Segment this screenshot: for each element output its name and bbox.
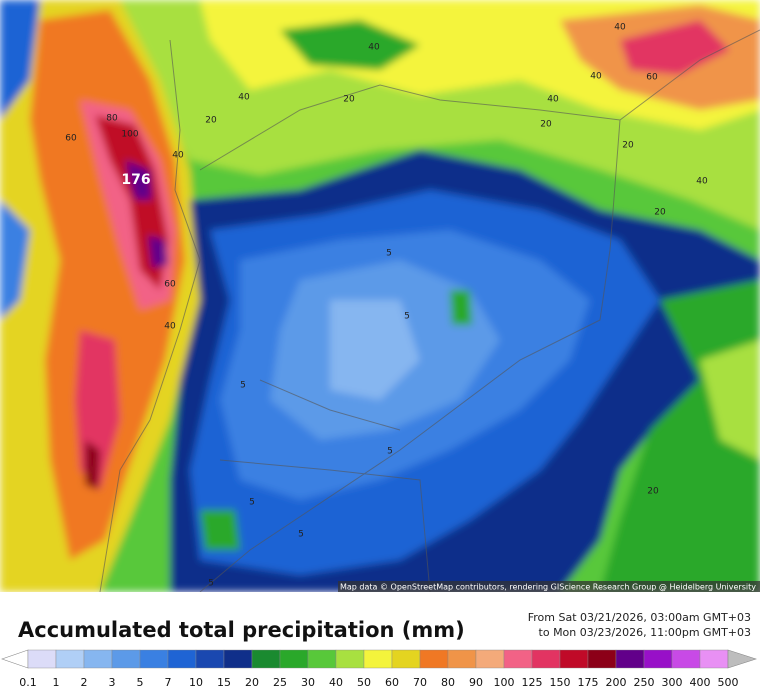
legend-label: 7	[165, 676, 172, 689]
legend-swatch	[503, 649, 533, 669]
title: Accumulated total precipitation (mm)	[18, 618, 465, 642]
contour-label: 20	[540, 120, 552, 130]
legend-swatch	[587, 649, 617, 669]
legend-label: 15	[217, 676, 231, 689]
contour-label: 40	[238, 93, 250, 103]
contour-label: 5	[298, 530, 304, 540]
legend-swatch	[27, 649, 57, 669]
legend-label: 400	[690, 676, 711, 689]
contour-label: 20	[343, 95, 355, 105]
legend-label: 300	[662, 676, 683, 689]
legend-label: 1	[53, 676, 60, 689]
legend-swatch	[335, 649, 365, 669]
legend-label: 100	[494, 676, 515, 689]
contour-label: 60	[164, 280, 176, 290]
contour-label: 40	[614, 23, 626, 33]
contour-label: 5	[249, 498, 255, 508]
contour-label: 20	[647, 487, 659, 497]
legend-label: 25	[273, 676, 287, 689]
legend-swatch	[307, 649, 337, 669]
contour-label: 5	[386, 249, 392, 259]
legend-arrow	[1, 649, 29, 669]
legend-label: 3	[109, 676, 116, 689]
legend-label: 30	[301, 676, 315, 689]
legend-label: 175	[578, 676, 599, 689]
legend-label: 200	[606, 676, 627, 689]
attribution-bg	[338, 581, 760, 592]
legend-swatch	[699, 649, 729, 669]
legend-label: 70	[413, 676, 427, 689]
legend-swatch	[279, 649, 309, 669]
legend-label: 150	[550, 676, 571, 689]
borders	[99, 29, 760, 592]
legend-label: 125	[522, 676, 543, 689]
legend-swatch	[83, 649, 113, 669]
legend-swatch	[195, 649, 225, 669]
contour-label: 5	[387, 447, 393, 457]
legend-label: 2	[81, 676, 88, 689]
period-to: to Mon 03/23/2026, 11:00pm GMT+03	[539, 626, 751, 639]
legend-swatch	[223, 649, 253, 669]
contour-label: 40	[547, 95, 559, 105]
legend: 0.1 1 2 3 5 7 10 15 20 25 30 40 50 60 70 80 90 100 125 150 1…	[1, 649, 757, 689]
legend-arrow	[727, 649, 757, 669]
contour-label: 40	[164, 322, 176, 332]
contour-label: 20	[622, 141, 634, 151]
legend-label: 20	[245, 676, 259, 689]
legend-swatch	[167, 649, 197, 669]
contour-label: 40	[368, 43, 380, 53]
legend-swatch	[671, 649, 701, 669]
contour-label: 60	[646, 73, 658, 83]
legend-label: 90	[469, 676, 483, 689]
legend-swatch	[419, 649, 449, 669]
legend-label: 5	[137, 676, 144, 689]
legend-label: 50	[357, 676, 371, 689]
legend-swatch	[447, 649, 477, 669]
legend-swatch	[559, 649, 589, 669]
legend-swatch	[643, 649, 673, 669]
contour-label: 100	[121, 130, 138, 140]
legend-swatch	[615, 649, 645, 669]
contour-label: 5	[208, 579, 214, 589]
legend-label: 10	[189, 676, 203, 689]
legend-label: 80	[441, 676, 455, 689]
legend-label: 0.1	[19, 676, 37, 689]
attribution: Map data © OpenStreetMap contributors, r…	[340, 583, 756, 592]
legend-swatch	[111, 649, 141, 669]
legend-swatch	[55, 649, 85, 669]
contour-label: 40	[696, 177, 708, 187]
contour-label: 80	[106, 114, 118, 124]
legend-label: 250	[634, 676, 655, 689]
legend-swatch	[475, 649, 505, 669]
contour-label: 40	[172, 151, 184, 161]
legend-label: 60	[385, 676, 399, 689]
peak-label: 176	[121, 172, 150, 188]
legend-label: 40	[329, 676, 343, 689]
legend-swatch	[139, 649, 169, 669]
contour-label: 5	[404, 312, 410, 322]
contour-label: 20	[205, 116, 217, 126]
contour-label: 60	[65, 134, 77, 144]
legend-swatch	[391, 649, 421, 669]
contour-label: 40	[590, 72, 602, 82]
contour-label: 20	[654, 208, 666, 218]
period-from: From Sat 03/21/2026, 03:00am GMT+03	[528, 611, 751, 624]
legend-swatch	[363, 649, 393, 669]
contour-label: 5	[240, 381, 246, 391]
legend-swatch	[531, 649, 561, 669]
legend-swatch	[251, 649, 281, 669]
legend-label: 500	[718, 676, 739, 689]
